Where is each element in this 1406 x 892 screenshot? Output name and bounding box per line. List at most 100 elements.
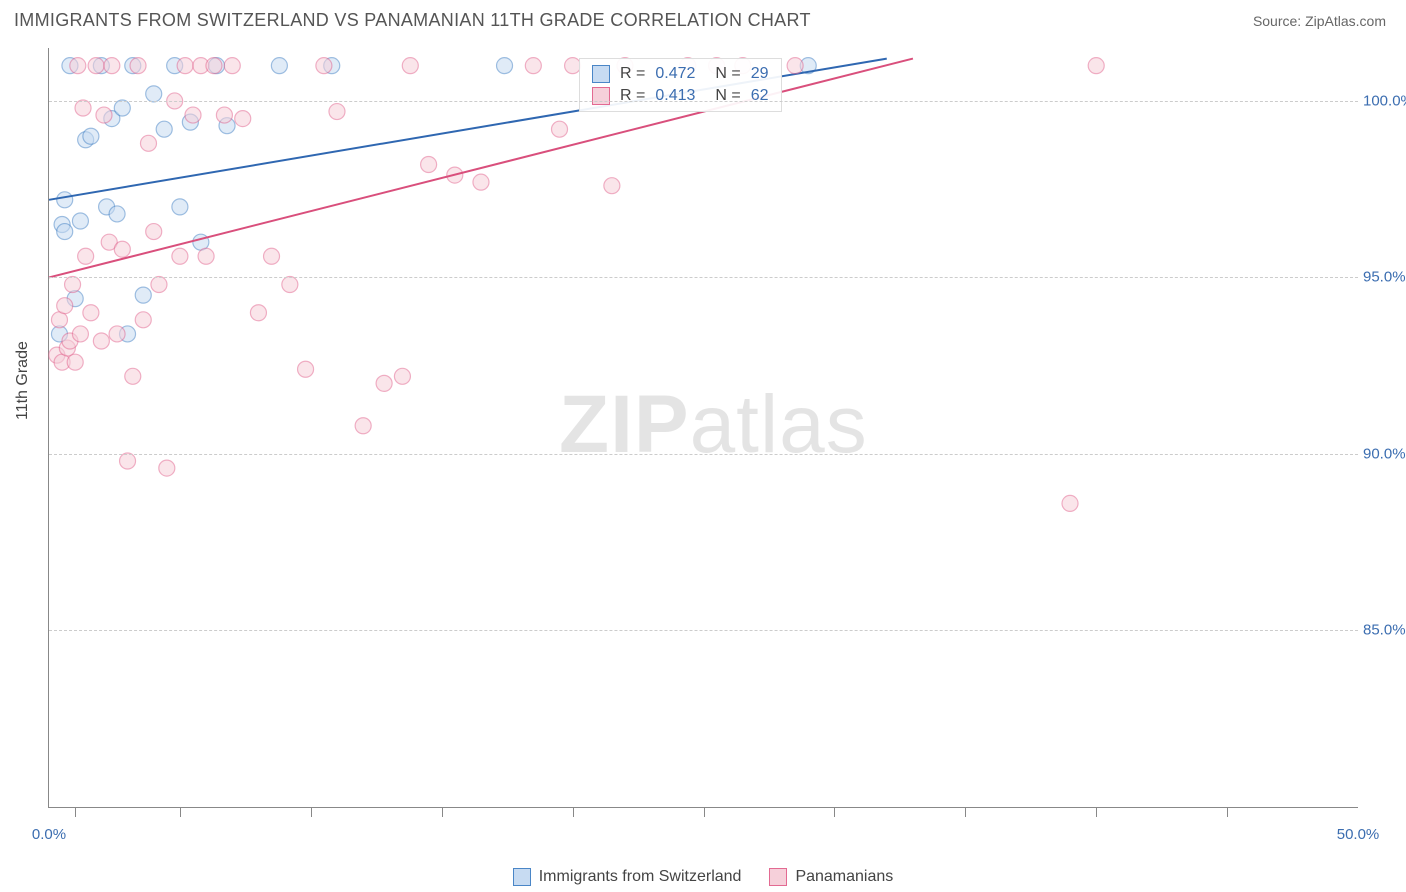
data-point xyxy=(104,58,120,74)
data-point xyxy=(271,58,287,74)
data-point xyxy=(57,192,73,208)
legend-n-label: N = xyxy=(715,65,740,83)
data-point xyxy=(70,58,86,74)
chart-header: IMMIGRANTS FROM SWITZERLAND VS PANAMANIA… xyxy=(0,0,1406,37)
data-point xyxy=(376,375,392,391)
data-point xyxy=(250,305,266,321)
chart-plot-area: ZIPatlas R = 0.472 N = 29 R = 0.413 N = … xyxy=(48,48,1358,808)
chart-svg xyxy=(49,48,1358,807)
data-point xyxy=(235,111,251,127)
source-attribution: Source: ZipAtlas.com xyxy=(1253,13,1386,29)
y-tick-label: 95.0% xyxy=(1363,269,1406,286)
x-tick xyxy=(1096,807,1097,817)
trend-line xyxy=(49,59,913,278)
gridline xyxy=(49,454,1358,455)
y-tick-label: 90.0% xyxy=(1363,445,1406,462)
data-point xyxy=(206,58,222,74)
legend-inset-row: R = 0.472 N = 29 xyxy=(592,63,769,85)
data-point xyxy=(552,121,568,137)
data-point xyxy=(1062,495,1078,511)
legend-item: Panamanians xyxy=(769,868,893,886)
gridline xyxy=(49,101,1358,102)
data-point xyxy=(72,326,88,342)
data-point xyxy=(473,174,489,190)
data-point xyxy=(72,213,88,229)
legend-r-value: 0.413 xyxy=(655,87,695,105)
data-point xyxy=(224,58,240,74)
y-tick-label: 100.0% xyxy=(1363,92,1406,109)
data-point xyxy=(216,107,232,123)
data-point xyxy=(146,86,162,102)
data-point xyxy=(177,58,193,74)
data-point xyxy=(93,333,109,349)
y-axis-label: 11th Grade xyxy=(14,341,32,420)
x-tick xyxy=(573,807,574,817)
data-point xyxy=(329,104,345,120)
data-point xyxy=(151,277,167,293)
data-point xyxy=(264,248,280,264)
data-point xyxy=(109,206,125,222)
data-point xyxy=(83,305,99,321)
data-point xyxy=(109,326,125,342)
data-point xyxy=(185,107,201,123)
data-point xyxy=(172,248,188,264)
data-point xyxy=(282,277,298,293)
data-point xyxy=(125,368,141,384)
chart-title: IMMIGRANTS FROM SWITZERLAND VS PANAMANIA… xyxy=(14,10,811,31)
legend-n-value: 62 xyxy=(751,87,769,105)
legend-item-label: Immigrants from Switzerland xyxy=(539,868,742,886)
x-tick xyxy=(1227,807,1228,817)
data-point xyxy=(497,58,513,74)
data-point xyxy=(83,128,99,144)
data-point xyxy=(67,354,83,370)
legend-r-label: R = xyxy=(620,87,645,105)
data-point xyxy=(156,121,172,137)
data-point xyxy=(135,287,151,303)
legend-swatch-icon xyxy=(513,868,531,886)
x-tick xyxy=(180,807,181,817)
data-point xyxy=(298,361,314,377)
data-point xyxy=(525,58,541,74)
data-point xyxy=(120,453,136,469)
data-point xyxy=(316,58,332,74)
data-point xyxy=(421,156,437,172)
data-point xyxy=(402,58,418,74)
data-point xyxy=(140,135,156,151)
data-point xyxy=(57,298,73,314)
data-point xyxy=(65,277,81,293)
data-point xyxy=(604,178,620,194)
data-point xyxy=(75,100,91,116)
gridline xyxy=(49,630,1358,631)
legend-swatch-icon xyxy=(592,65,610,83)
legend-r-value: 0.472 xyxy=(655,65,695,83)
data-point xyxy=(130,58,146,74)
x-tick-label: 50.0% xyxy=(1337,826,1380,843)
data-point xyxy=(1088,58,1104,74)
legend-item: Immigrants from Switzerland xyxy=(513,868,742,886)
data-point xyxy=(57,224,73,240)
data-point xyxy=(355,418,371,434)
data-point xyxy=(88,58,104,74)
x-tick xyxy=(834,807,835,817)
gridline xyxy=(49,277,1358,278)
legend-swatch-icon xyxy=(592,87,610,105)
data-point xyxy=(787,58,803,74)
legend-n-label: N = xyxy=(715,87,740,105)
legend-bottom: Immigrants from Switzerland Panamanians xyxy=(0,868,1406,886)
x-tick xyxy=(75,807,76,817)
x-tick xyxy=(311,807,312,817)
data-point xyxy=(135,312,151,328)
legend-r-label: R = xyxy=(620,65,645,83)
data-point xyxy=(114,100,130,116)
data-point xyxy=(96,107,112,123)
data-point xyxy=(172,199,188,215)
x-tick-label: 0.0% xyxy=(32,826,66,843)
y-tick-label: 85.0% xyxy=(1363,622,1406,639)
x-tick xyxy=(442,807,443,817)
data-point xyxy=(114,241,130,257)
data-point xyxy=(78,248,94,264)
legend-inset: R = 0.472 N = 29 R = 0.413 N = 62 xyxy=(579,58,782,112)
data-point xyxy=(394,368,410,384)
x-tick xyxy=(965,807,966,817)
data-point xyxy=(198,248,214,264)
